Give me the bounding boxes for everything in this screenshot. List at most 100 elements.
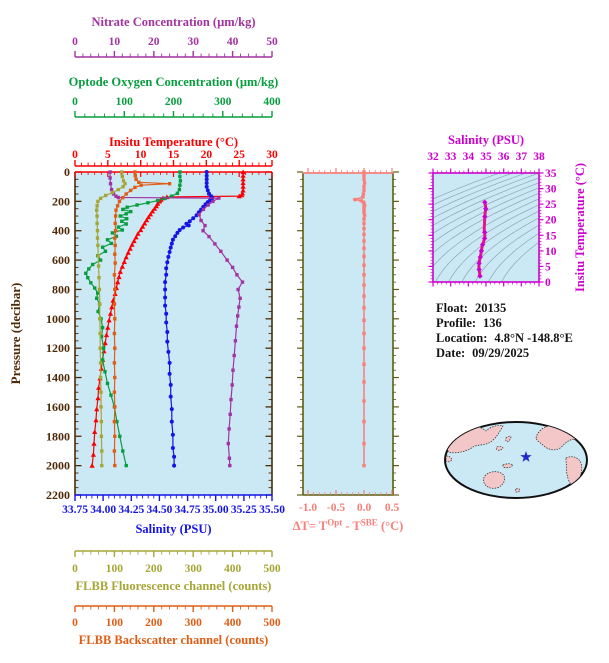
svg-text:33: 33 <box>445 151 457 163</box>
svg-text:5: 5 <box>545 261 551 273</box>
svg-text:25: 25 <box>233 149 245 161</box>
delta-t-plot-area <box>303 173 393 495</box>
world-map <box>444 421 606 499</box>
svg-text:30: 30 <box>187 36 199 48</box>
float-info-line-float: Float: 20135 <box>436 301 573 316</box>
svg-text:-1.0: -1.0 <box>299 502 317 514</box>
profile-label: Profile: <box>436 316 477 330</box>
svg-text:25: 25 <box>545 199 557 211</box>
svg-text:35.00: 35.00 <box>203 504 229 516</box>
float-location-star <box>520 451 532 462</box>
ts-panel: 32 33 34 35 36 37 38 0 5 10 15 20 25 30 35 Salinity (PS… <box>427 133 587 292</box>
svg-text:0: 0 <box>72 149 78 161</box>
continent <box>515 488 521 493</box>
svg-text:2200: 2200 <box>46 488 70 502</box>
axis-title-backscatter: FLBB Backscatter channel (counts) <box>79 633 269 647</box>
series-ts <box>476 199 489 279</box>
svg-text:36: 36 <box>498 151 510 163</box>
axis-pressure: 0 200 400 600 800 1000 1200 1400 1600 1800 2000 220… <box>8 165 273 502</box>
axis-title-oxygen: Optode Oxygen Concentration (µm/kg) <box>69 75 279 89</box>
continent <box>592 443 606 467</box>
svg-text:33.75: 33.75 <box>62 504 88 516</box>
svg-text:32: 32 <box>427 151 439 163</box>
svg-text:0: 0 <box>72 96 78 108</box>
series-oxygen <box>84 170 183 468</box>
svg-text:20: 20 <box>545 215 557 227</box>
svg-text:1200: 1200 <box>46 341 70 355</box>
svg-text:35: 35 <box>545 168 557 180</box>
svg-text:100: 100 <box>116 96 134 108</box>
svg-text:10: 10 <box>109 36 121 48</box>
axis-backscatter: 0 100 200 300 400 500 FLBB Backscatter channel… <box>72 605 281 647</box>
continent <box>582 429 587 438</box>
axis-title-temperature: Insitu Temperature (°C) <box>109 135 238 149</box>
svg-text:200: 200 <box>145 563 163 575</box>
svg-text:35.50: 35.50 <box>259 504 285 516</box>
float-value: 20135 <box>474 301 507 315</box>
continent <box>571 423 583 432</box>
axis-salinity: 33.75 34.00 34.25 34.50 34.75 35.00 35.25 35.50… <box>62 494 285 536</box>
svg-text:200: 200 <box>52 194 70 208</box>
svg-text:0: 0 <box>72 36 78 48</box>
svg-text:34.25: 34.25 <box>118 504 144 516</box>
float-label: Float: <box>436 301 468 315</box>
svg-text:300: 300 <box>185 563 203 575</box>
svg-text:500: 500 <box>263 617 281 629</box>
series-salinity <box>163 170 215 468</box>
axis-temperature: 0 5 10 15 20 25 30 Insitu Temperature (°C) <box>72 135 278 167</box>
location-value: 4.8°N -148.8°E <box>494 331 573 345</box>
svg-text:0.0: 0.0 <box>357 502 372 514</box>
svg-text:0.5: 0.5 <box>385 502 400 514</box>
series-fluorescence <box>95 170 127 468</box>
float-info-line-date: Date: 09/29/2025 <box>436 346 573 361</box>
delta-t-panel: -1.0 -0.5 0.0 0.5 ΔT= TOpt - TSBE (°C) <box>293 168 403 533</box>
svg-text:2000: 2000 <box>46 459 70 473</box>
svg-text:1800: 1800 <box>46 429 70 443</box>
axis-fluorescence: 0 100 200 300 400 500 FLBB Fluorescence channe… <box>72 550 281 593</box>
svg-text:400: 400 <box>224 563 242 575</box>
date-label: Date: <box>436 346 466 360</box>
svg-text:40: 40 <box>227 36 239 48</box>
axis-title-nitrate: Nitrate Concentration (µm/kg) <box>91 15 255 29</box>
svg-text:37: 37 <box>516 151 528 163</box>
date-value: 09/29/2025 <box>472 346 530 360</box>
svg-text:-0.5: -0.5 <box>327 502 345 514</box>
ts-top-title: Salinity (PSU) <box>448 133 524 147</box>
svg-text:50: 50 <box>266 36 278 48</box>
svg-text:30: 30 <box>266 149 278 161</box>
continent <box>495 446 504 451</box>
svg-text:1600: 1600 <box>46 400 70 414</box>
svg-text:34: 34 <box>463 151 475 163</box>
location-label: Location: <box>436 331 488 345</box>
svg-text:15: 15 <box>545 230 557 242</box>
svg-text:34.00: 34.00 <box>90 504 116 516</box>
svg-text:10: 10 <box>545 246 557 258</box>
svg-text:200: 200 <box>165 96 183 108</box>
axis-title-salinity: Salinity (PSU) <box>135 522 211 536</box>
svg-text:20: 20 <box>201 149 213 161</box>
svg-text:100: 100 <box>106 563 124 575</box>
svg-text:38: 38 <box>533 151 545 163</box>
pressure-axis-title: Pressure (decibar) <box>8 283 23 385</box>
float-info-line-profile: Profile: 136 <box>436 316 573 331</box>
svg-text:200: 200 <box>145 617 163 629</box>
continent <box>505 435 512 443</box>
svg-text:600: 600 <box>52 253 70 267</box>
series-nitrate <box>108 170 245 468</box>
svg-text:0: 0 <box>545 277 551 289</box>
svg-text:1000: 1000 <box>46 312 70 326</box>
continent <box>502 463 514 469</box>
svg-text:10: 10 <box>135 149 147 161</box>
continent <box>445 455 453 463</box>
axis-title-fluorescence: FLBB Fluorescence channel (counts) <box>76 579 272 593</box>
svg-text:34.50: 34.50 <box>146 504 172 516</box>
series-delta-t <box>352 170 367 468</box>
ts-right-title: Insitu Temperature (°C) <box>573 163 587 292</box>
series-backscatter <box>112 170 172 468</box>
svg-text:1400: 1400 <box>46 371 70 385</box>
profile-panel: 0200400600800100012001400160018002000220… <box>8 15 285 647</box>
svg-text:15: 15 <box>168 149 180 161</box>
svg-text:500: 500 <box>263 563 281 575</box>
svg-text:400: 400 <box>263 96 281 108</box>
